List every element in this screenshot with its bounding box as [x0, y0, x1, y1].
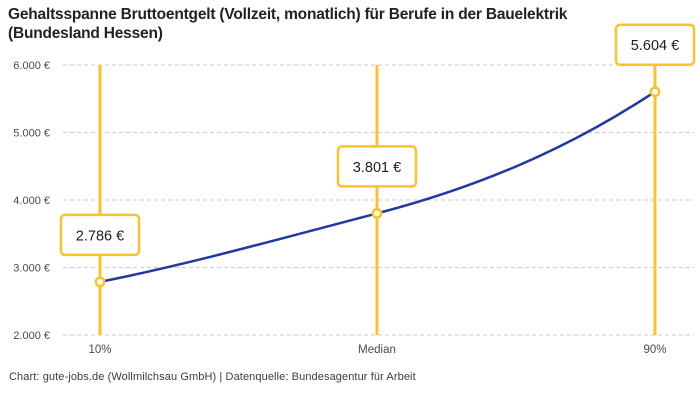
- chart-title: Gehaltsspanne Bruttoentgelt (Vollzeit, m…: [8, 5, 668, 43]
- value-label-box: [614, 23, 696, 66]
- data-point-marker: [649, 86, 661, 98]
- value-label-box: [336, 145, 418, 188]
- y-tick-label: 6.000 €: [13, 60, 50, 72]
- x-tick-label: 10%: [88, 344, 111, 356]
- value-label: 3.801 €: [353, 160, 401, 176]
- value-label: 5.604 €: [631, 38, 679, 54]
- value-label-box: [59, 213, 141, 257]
- data-point-marker: [371, 207, 383, 219]
- chart-source-footer: Chart: gute-jobs.de (Wollmilchsau GmbH) …: [9, 371, 416, 383]
- y-tick-label: 4.000 €: [13, 195, 50, 207]
- x-tick-label: Median: [358, 344, 396, 356]
- chart-title-line-1: Gehaltsspanne Bruttoentgelt (Vollzeit, m…: [8, 6, 568, 23]
- y-tick-label: 3.000 €: [13, 263, 50, 275]
- y-tick-label: 2.000 €: [13, 330, 50, 342]
- data-point-marker: [94, 276, 106, 288]
- chart-title-line-2: (Bundesland Hessen): [8, 25, 163, 42]
- x-tick-label: 90%: [643, 344, 666, 356]
- y-tick-label: 5.000 €: [13, 128, 50, 140]
- value-label: 2.786 €: [76, 228, 124, 244]
